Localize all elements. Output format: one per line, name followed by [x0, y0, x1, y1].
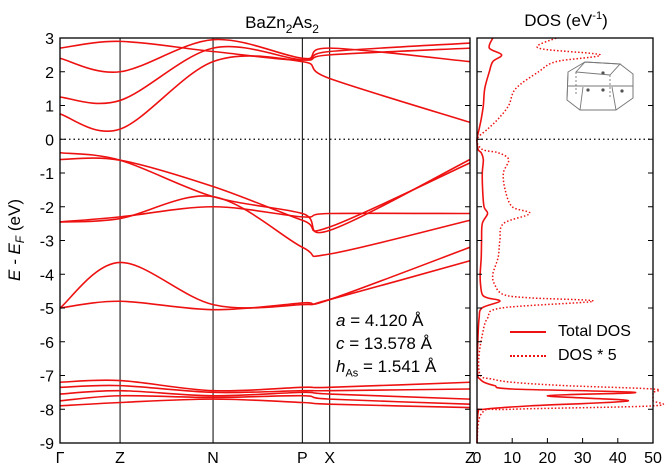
band-15 — [59, 398, 471, 409]
band-ytick-label: -5 — [40, 301, 54, 318]
kpoint-label-0: Γ — [56, 450, 65, 467]
legend-swatch-solid — [510, 331, 546, 333]
dos-xtick-label: 50 — [644, 450, 662, 467]
band-3 — [59, 205, 471, 223]
dos-xtick-label: 20 — [539, 450, 557, 467]
kpoint-label-4: X — [324, 450, 335, 467]
legend-item-dos5: DOS * 5 — [510, 344, 631, 368]
band-8 — [59, 45, 471, 105]
band-ytick-label: 3 — [45, 31, 54, 48]
legend-label-dos5: DOS * 5 — [558, 347, 617, 364]
band-2 — [59, 157, 471, 232]
band-plot-area — [60, 38, 470, 443]
kpoint-label-5: Z — [465, 450, 475, 467]
kpoint-label-1: Z — [115, 450, 125, 467]
dos-legend: Total DOS DOS * 5 — [510, 320, 631, 368]
lattice-param-a: a = 4.120 Å — [336, 311, 424, 330]
band-ytick-label: 0 — [45, 132, 54, 149]
band-10 — [59, 40, 471, 63]
lattice-param-h: hAs = 1.541 Å — [336, 357, 437, 380]
band-ytick-label: -7 — [40, 369, 54, 386]
dos-xtick-label: 0 — [473, 450, 482, 467]
brillouin-zone-inset — [566, 61, 634, 111]
dos-xtick-label: 30 — [574, 450, 592, 467]
band-ytick-label: -2 — [40, 200, 54, 217]
legend-label-total: Total DOS — [558, 323, 631, 340]
dos-xtick-label: 10 — [503, 450, 521, 467]
lattice-param-c: c = 13.578 Å — [336, 334, 432, 353]
band-11 — [59, 379, 471, 392]
band-y-axis-label: E - EF (eV) — [5, 199, 27, 281]
band-ytick-label: -9 — [40, 436, 54, 453]
band-12 — [59, 384, 471, 394]
legend-item-total: Total DOS — [510, 320, 631, 344]
band-14 — [59, 394, 471, 405]
dos-lines — [476, 37, 665, 444]
kpoint-label-2: N — [207, 450, 219, 467]
legend-swatch-dotted — [510, 355, 546, 357]
band-ytick-label: 2 — [45, 65, 54, 82]
band-6 — [59, 246, 471, 311]
band-panel-title: BaZn2As2 — [245, 13, 319, 36]
dos-axis-ticks: 0 10 20 30 40 50 — [473, 37, 662, 467]
band-ytick-label: -4 — [40, 267, 54, 284]
band-structure-lines — [59, 38, 471, 409]
band-4 — [59, 195, 471, 258]
band-ytick-label: -8 — [40, 402, 54, 419]
band-axis-ticks: -9 -8 -7 -6 -5 -4 -3 -2 -1 0 1 2 3 Γ Z N P X Z — [40, 31, 475, 467]
band-ytick-label: -3 — [40, 234, 54, 251]
band-7 — [59, 55, 471, 132]
lattice-parameters: a = 4.120 Å c = 13.578 Å hAs = 1.541 Å — [336, 309, 436, 385]
band-ytick-label: 1 — [45, 99, 54, 116]
dos-panel-title: DOS (eV-1) — [524, 10, 607, 30]
dos-series-1 — [476, 37, 637, 444]
dos-xtick-label: 40 — [609, 450, 627, 467]
band-13 — [59, 389, 471, 400]
dos-series-2 — [476, 37, 665, 444]
dos-plot-frame — [476, 37, 654, 444]
band-ytick-label: -1 — [40, 166, 54, 183]
kpoint-label-3: P — [297, 450, 308, 467]
band-ytick-label: -6 — [40, 335, 54, 352]
